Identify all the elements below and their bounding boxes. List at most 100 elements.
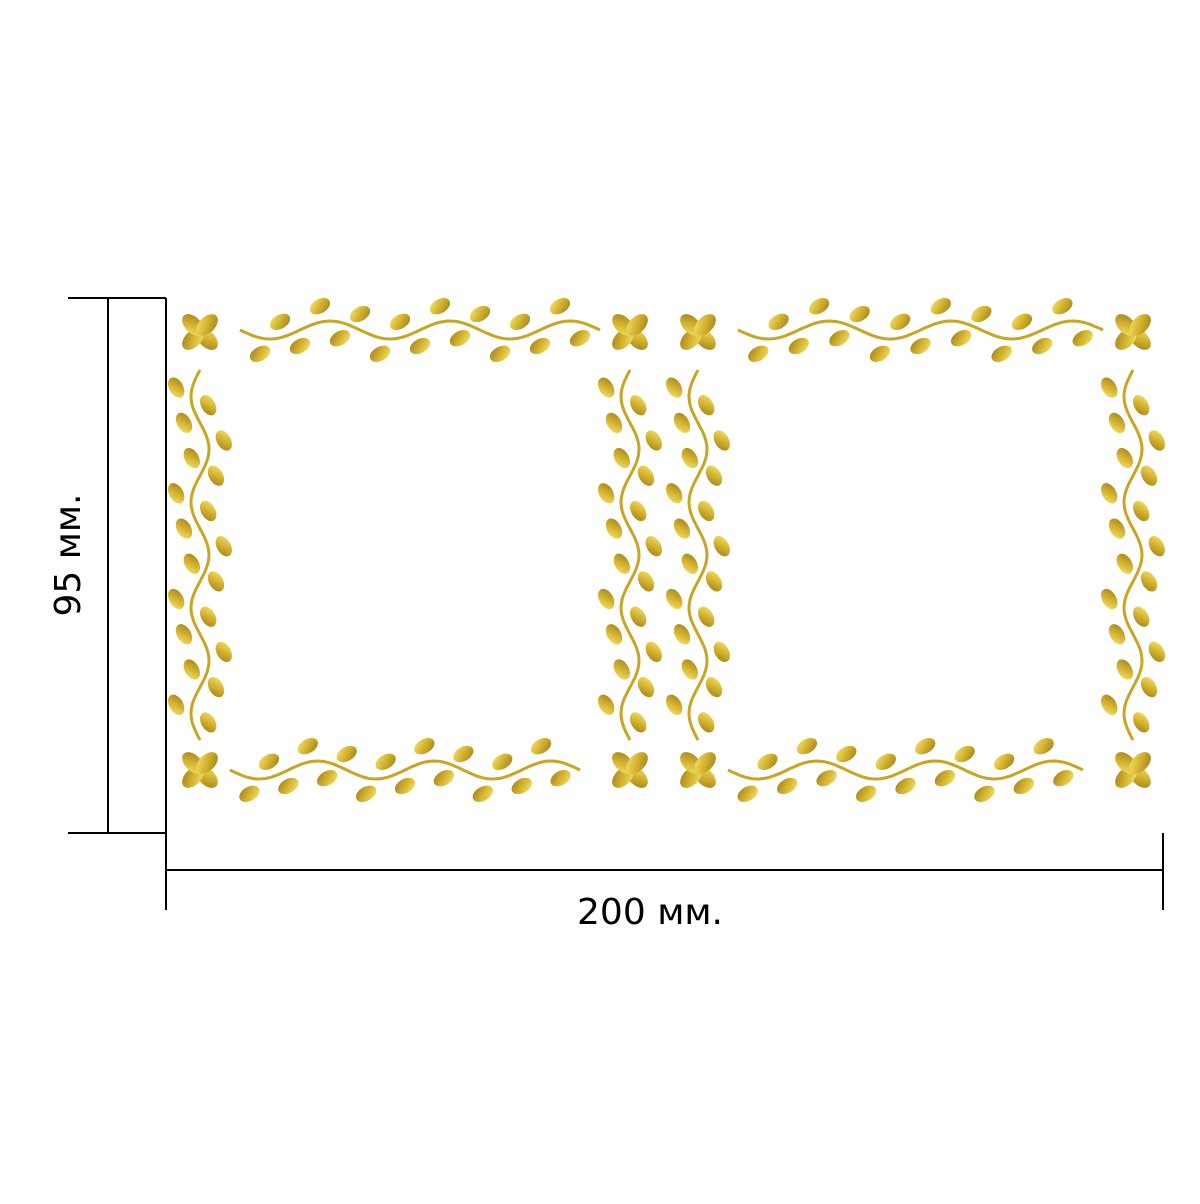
width-label: 200 мм. — [577, 892, 723, 933]
leaf — [1148, 430, 1165, 451]
leaf — [429, 298, 451, 315]
leaf — [890, 313, 911, 330]
leaf — [453, 745, 474, 763]
leaf — [605, 412, 623, 434]
leaf — [349, 305, 371, 323]
leaf — [1011, 313, 1033, 330]
vine — [1122, 369, 1144, 741]
leaf — [278, 777, 299, 795]
leaf — [737, 785, 758, 802]
leaf — [1101, 588, 1118, 610]
leaf — [249, 345, 271, 362]
leaf — [713, 641, 730, 663]
leaf — [183, 659, 200, 680]
leaf — [713, 430, 730, 451]
corner-leaf — [626, 752, 648, 774]
leaf — [175, 412, 193, 434]
leaf — [258, 753, 280, 770]
leaf — [317, 770, 338, 787]
leaf — [681, 447, 698, 469]
corner-leaf — [196, 314, 218, 336]
leaf — [215, 536, 232, 557]
leaf — [1133, 500, 1150, 522]
leaf — [489, 345, 511, 362]
leaf — [569, 330, 591, 347]
leaf — [666, 483, 683, 504]
leaf — [550, 770, 571, 787]
leaf — [530, 738, 552, 755]
leaf — [666, 588, 683, 610]
leaf — [875, 753, 896, 770]
leaf — [289, 337, 311, 355]
leaf — [215, 430, 232, 451]
leaf — [1140, 465, 1158, 486]
corner-leaf — [1129, 314, 1151, 336]
leaf — [829, 330, 850, 347]
leaf — [168, 483, 185, 504]
leaf — [492, 753, 513, 770]
leaf — [472, 785, 493, 802]
corner-leaf — [694, 314, 716, 336]
leaf — [1133, 606, 1150, 627]
leaf — [895, 777, 916, 795]
vine — [737, 319, 1104, 341]
leaf — [433, 770, 455, 787]
leaf — [698, 712, 715, 733]
leaf — [529, 337, 551, 355]
leaf — [645, 430, 662, 451]
leaf — [269, 313, 291, 330]
leaf — [869, 345, 891, 362]
leaf — [1101, 377, 1118, 398]
leaf — [375, 753, 396, 770]
leaf — [768, 313, 789, 330]
leaf — [1108, 412, 1126, 434]
leaf — [336, 745, 357, 763]
leaf — [1116, 659, 1133, 680]
leaf — [681, 659, 698, 680]
leaf — [673, 412, 691, 434]
gold-frames — [168, 298, 1165, 802]
leaf — [598, 377, 615, 398]
leaf — [637, 571, 655, 592]
leaf — [630, 500, 647, 522]
leaf — [175, 518, 193, 539]
leaf — [788, 337, 809, 355]
leaf — [511, 777, 532, 795]
leaf — [200, 606, 217, 627]
leaf — [630, 712, 647, 733]
leaf — [394, 777, 416, 795]
leaf — [207, 571, 225, 592]
leaf — [1148, 536, 1165, 557]
leaf — [549, 298, 571, 315]
leaf — [816, 770, 837, 787]
leaf — [605, 518, 623, 539]
leaf — [1032, 337, 1053, 355]
leaf — [200, 500, 217, 522]
leaf — [605, 624, 623, 645]
leaf — [855, 785, 877, 802]
leaf — [673, 624, 691, 645]
leaf — [950, 330, 972, 347]
corner-leaf — [196, 752, 218, 774]
leaf — [698, 606, 715, 627]
leaf — [630, 395, 647, 416]
vine — [727, 759, 1084, 781]
leaf — [748, 345, 769, 362]
leaf — [200, 712, 217, 733]
leaf — [329, 330, 351, 347]
leaf — [713, 536, 730, 557]
leaf — [934, 770, 956, 787]
leaf — [666, 694, 683, 715]
leaf — [355, 785, 377, 802]
leaf — [200, 395, 217, 416]
leaf — [613, 553, 630, 574]
leaf — [369, 345, 391, 362]
leaf — [991, 345, 1012, 362]
leaf — [637, 676, 655, 698]
leaf — [207, 465, 225, 486]
leaf — [1116, 447, 1133, 469]
leaf — [297, 738, 318, 755]
leaf — [309, 298, 331, 315]
